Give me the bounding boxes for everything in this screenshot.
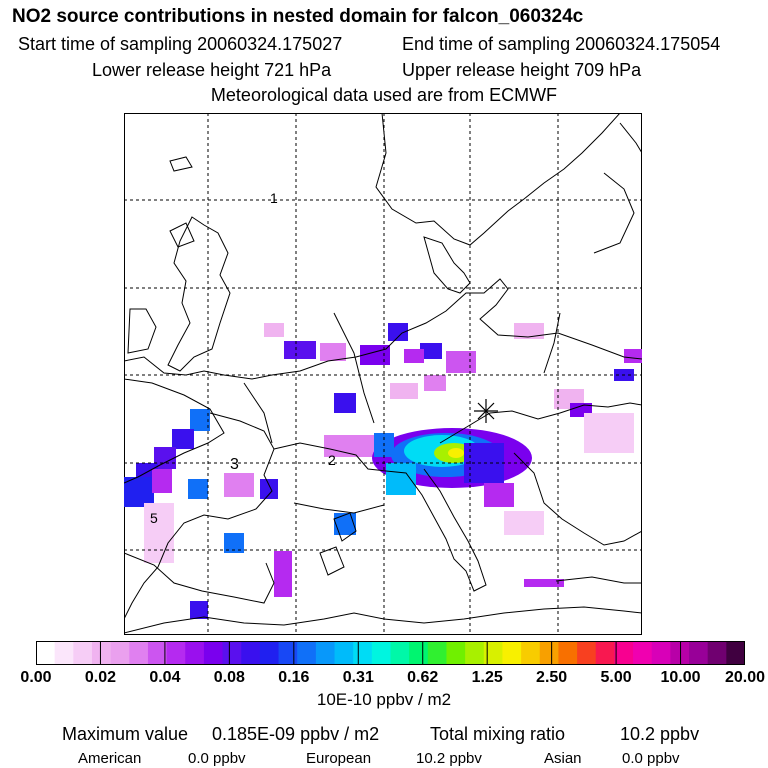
lat-lon-grid xyxy=(124,113,642,635)
colorbar-cell xyxy=(73,641,93,665)
colorbar-cell xyxy=(633,641,653,665)
colorbar-cell xyxy=(707,641,727,665)
colorbar-tick-label: 10.00 xyxy=(660,669,701,686)
colorbar-tick-label: 20.00 xyxy=(724,669,766,686)
colorbar-cell xyxy=(222,641,242,665)
total-mixing-value: 10.2 ppbv xyxy=(620,724,700,744)
european-value: 10.2 ppbv xyxy=(416,750,482,767)
end-time: End time of sampling 20060324.175054 xyxy=(402,34,721,54)
colorbar-cell xyxy=(185,641,205,665)
colorbar-cell xyxy=(203,641,224,665)
star-cross-icon xyxy=(474,399,498,423)
colorbar-tick-label: 0.31 xyxy=(342,669,374,686)
marker-3: 3 xyxy=(230,456,239,473)
colorbar-cell xyxy=(577,641,597,665)
total-mixing-label: Total mixing ratio xyxy=(430,724,566,744)
marker-5: 5 xyxy=(150,510,158,526)
colorbar-cell xyxy=(502,641,522,665)
european-label: European xyxy=(306,750,372,767)
colorbar-tick-label: 0.02 xyxy=(84,669,117,686)
american-value: 0.0 ppbv xyxy=(188,750,246,767)
colorbar-cell xyxy=(334,641,354,665)
colorbar-cell xyxy=(446,641,466,665)
colorbar-tick-label: 5.00 xyxy=(600,669,632,686)
met-data-source: Meteorological data used are from ECMWF xyxy=(210,85,558,105)
colorbar-cell xyxy=(353,641,373,665)
colorbar-cells xyxy=(36,641,745,665)
colorbar-cell xyxy=(483,641,504,665)
colorbar-tick-label: 1.25 xyxy=(471,669,503,686)
colorbar-tick-label: 0.04 xyxy=(149,669,181,686)
map-panel: 1 2 3 5 xyxy=(124,113,642,635)
colorbar-cell xyxy=(651,641,671,665)
colorbar-cell xyxy=(315,641,336,665)
plot-title: NO2 source contributions in nested domai… xyxy=(12,6,584,27)
colorbar-tick-label: 0.00 xyxy=(20,669,52,686)
colorbar-unit: 10E-10 ppbv / m2 xyxy=(316,690,452,709)
colorbar-cell xyxy=(371,641,392,665)
colorbar-cell xyxy=(465,641,485,665)
max-value: 0.185E-09 ppbv / m2 xyxy=(212,724,380,744)
upper-release-height: Upper release height 709 hPa xyxy=(402,60,642,80)
colorbar-cell xyxy=(166,641,186,665)
colorbar-cell xyxy=(427,641,448,665)
lower-release-height: Lower release height 721 hPa xyxy=(92,60,332,80)
concentration-field xyxy=(124,323,642,619)
colorbar-cell xyxy=(91,641,112,665)
colorbar-cell xyxy=(521,641,541,665)
marker-2: 2 xyxy=(328,452,336,468)
colorbar-tick-label: 2.50 xyxy=(536,669,568,686)
colorbar-cell xyxy=(278,641,298,665)
max-value-label: Maximum value xyxy=(62,724,189,744)
marker-1: 1 xyxy=(270,190,278,206)
colorbar-cell xyxy=(726,641,745,665)
start-time: Start time of sampling 20060324.175027 xyxy=(18,34,343,54)
colorbar-cell xyxy=(147,641,168,665)
colorbar-cell xyxy=(670,641,690,665)
colorbar-cell xyxy=(297,641,317,665)
asian-value: 0.0 ppbv xyxy=(622,750,680,767)
colorbar-cell xyxy=(595,641,615,665)
colorbar-cell xyxy=(259,641,280,665)
colorbar-cell xyxy=(539,641,560,665)
colorbar-cell xyxy=(54,641,74,665)
colorbar-cell xyxy=(390,641,410,665)
american-label: American xyxy=(78,750,142,767)
colorbar-cell xyxy=(110,641,130,665)
colorbar-tick-label: 0.16 xyxy=(278,669,310,686)
map-frame xyxy=(124,113,642,635)
colorbar-tick-label: 0.62 xyxy=(407,669,439,686)
colorbar-cell xyxy=(614,641,634,665)
colorbar-cell xyxy=(241,641,261,665)
colorbar-cell xyxy=(129,641,149,665)
colorbar-cell xyxy=(558,641,578,665)
colorbar xyxy=(36,641,745,665)
colorbar-cell xyxy=(409,641,429,665)
colorbar-cell xyxy=(689,641,709,665)
colorbar-cell xyxy=(36,641,56,665)
asian-label: Asian xyxy=(544,750,582,767)
colorbar-tick-label: 0.08 xyxy=(213,669,245,686)
